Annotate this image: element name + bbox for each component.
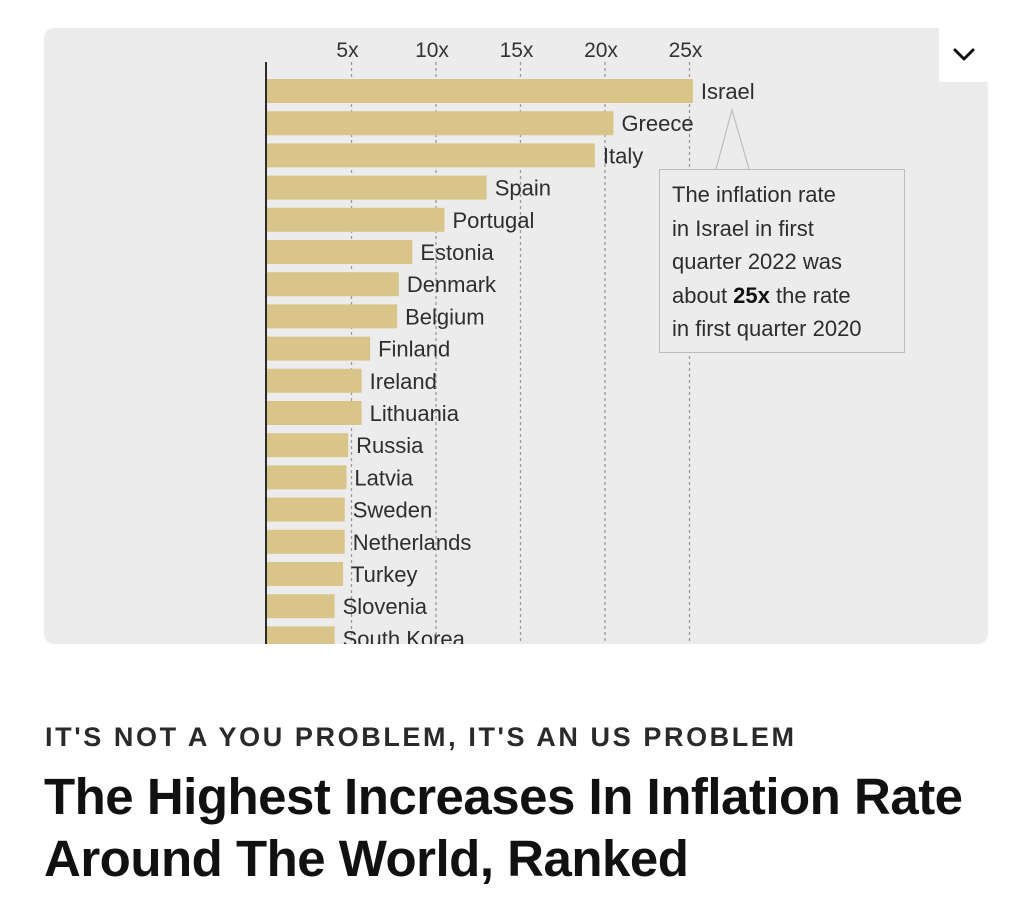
bar (267, 304, 398, 329)
x-tick-label: 25x (669, 39, 703, 62)
callout-bold-value: 25x (733, 282, 770, 308)
x-tick-label: 5x (336, 39, 359, 62)
bars (267, 79, 693, 644)
bar (267, 207, 445, 232)
callout-text: about (672, 282, 734, 308)
bar (267, 368, 362, 393)
bar-label: Finland (378, 337, 450, 362)
bar-label: Sweden (353, 498, 433, 523)
callout-line: in first quarter 2020 (672, 316, 862, 341)
callout-line: quarter 2022 was (672, 249, 842, 274)
bar-label: Ireland (370, 369, 437, 394)
callout-line: The inflation rate (672, 182, 836, 207)
bar (267, 626, 335, 644)
bar (267, 433, 349, 458)
bar-chart: 5x 10x 15x 20x 25x Israel Greece Italy Spain Por… (265, 39, 755, 644)
bar (267, 111, 614, 136)
article-headline[interactable]: The Highest Increases In Inflation Rate … (44, 768, 963, 887)
chevron-down-icon (953, 48, 974, 61)
article-kicker: IT'S NOT A YOU PROBLEM, IT'S AN US PROBL… (45, 722, 797, 752)
callout-text: the rate (769, 282, 851, 308)
bar-label: Netherlands (353, 530, 472, 555)
bar (267, 240, 413, 264)
annotation-callout: The inflation rate in Israel in first qu… (659, 169, 905, 353)
bar (267, 336, 371, 361)
bar-label: Italy (603, 143, 643, 168)
bar-labels: Israel Greece Italy Spain Portugal Estonia Den… (343, 79, 755, 644)
bar-label: Russia (356, 433, 424, 458)
bar (267, 175, 487, 200)
callout-line: about 25x the rate (672, 279, 894, 313)
bar (267, 143, 595, 168)
bar-label: Spain (495, 176, 551, 201)
x-tick-labels: 5x 10x 15x 20x 25x (336, 39, 703, 62)
bar-label: Denmark (407, 272, 497, 297)
bar-label: Latvia (354, 465, 413, 490)
bar (267, 465, 347, 490)
bar-label: South Korea (343, 626, 466, 644)
bar (267, 401, 362, 425)
bar-label: Estonia (420, 240, 494, 265)
bar-label: Belgium (405, 304, 484, 329)
bar-label: Turkey (351, 562, 417, 587)
bar (267, 529, 345, 554)
x-tick-label: 10x (415, 39, 449, 62)
x-tick-label: 15x (500, 39, 534, 62)
callout-pointer (715, 107, 750, 170)
expand-button[interactable] (939, 28, 988, 82)
bar-label: Slovenia (343, 594, 428, 619)
bar-label: Lithuania (370, 401, 460, 426)
bar-label: Israel (701, 79, 755, 104)
bar (267, 79, 693, 103)
bar-label: Greece (621, 111, 693, 136)
bar (267, 272, 399, 297)
bar (267, 562, 344, 586)
bar (267, 594, 335, 619)
x-tick-label: 20x (584, 39, 618, 62)
bar (267, 497, 345, 522)
callout-line: in Israel in first (672, 215, 814, 241)
bar-label: Portugal (452, 208, 534, 233)
